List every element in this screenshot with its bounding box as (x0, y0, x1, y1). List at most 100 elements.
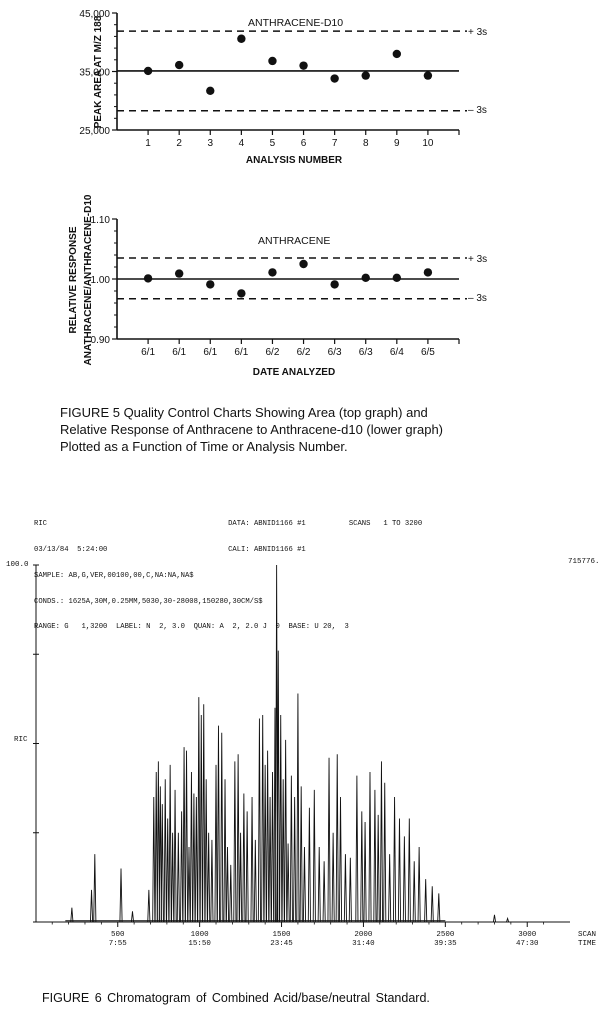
x-tick-label: 8 (363, 138, 369, 149)
chrom-x-tick-label: 1500 (273, 931, 292, 939)
chrom-peak (233, 761, 237, 923)
chrom-x-tick-label: 500 (111, 931, 125, 939)
chrom-peak (214, 764, 218, 923)
x-tick-label: 10 (422, 138, 434, 149)
data-point (423, 71, 433, 80)
chrom-peak (407, 818, 411, 923)
chrom-x-time-label: 31:40 (352, 940, 375, 948)
chrom-peak (182, 747, 186, 923)
x-tick-label: 6/5 (421, 347, 435, 358)
chrom-max-label: 715776. (568, 558, 600, 566)
x-tick-label: 1 (145, 138, 151, 149)
data-point (143, 66, 153, 76)
chrom-x-tick-label: 2500 (436, 931, 455, 939)
chrom-peak (360, 811, 364, 923)
x-tick-label: 6/4 (390, 347, 404, 358)
x-tick-label: 6/1 (172, 347, 186, 358)
chrom-peak (225, 847, 230, 923)
chrom-peak (93, 854, 97, 923)
chrom-peak (348, 857, 352, 923)
chrom-peak (293, 797, 297, 923)
chrom-peak (199, 714, 203, 923)
chrom-peak (158, 786, 162, 923)
y-tick-label: 0.90 (91, 335, 111, 346)
chrom-x-time-label: 7:55 (109, 940, 128, 948)
chart2-title: ANTHRACENE (258, 235, 330, 247)
chrom-peak (397, 818, 402, 923)
x-tick-label: 2 (176, 138, 182, 149)
chrom-peak (363, 822, 367, 923)
chrom-peak (355, 775, 359, 923)
chrom-peak (163, 779, 167, 923)
chrom-peak (279, 714, 283, 923)
data-point (174, 269, 184, 278)
chart1-ylabel: PEAK AREA AT M/Z 188 (93, 15, 104, 128)
chrom-peak (284, 739, 288, 923)
chrom-peak (180, 811, 184, 923)
chrom-peak (270, 772, 275, 923)
chart2-upper-label: + 3s (468, 254, 487, 265)
header-line2: 03/13/84 5:24:00 CALI: ABNID1166 #1 (34, 545, 306, 554)
figure5-caption-line3: Plotted as a Function of Time or Analysi… (60, 439, 348, 454)
chrom-peak (239, 832, 243, 923)
chrom-peak (70, 907, 74, 923)
chrom-peak (312, 789, 316, 923)
chrom-ytop-label: 100.0 (6, 561, 29, 569)
data-point (237, 289, 246, 298)
chrom-peak (187, 847, 191, 923)
chrom-peak (154, 772, 158, 923)
chrom-peak (307, 807, 311, 923)
chrom-peak (197, 697, 201, 923)
chrom-peak (156, 761, 160, 923)
chart1-xlabel: ANALYSIS NUMBER (246, 155, 343, 166)
chrom-peak (261, 714, 265, 923)
data-point (206, 280, 215, 289)
chrom-peak (335, 754, 339, 923)
chrom-peak (194, 797, 198, 923)
chrom-x-tick-label: 3000 (518, 931, 537, 939)
chrom-peak (130, 911, 135, 923)
chrom-peak (160, 804, 164, 923)
figure5-caption-line1: FIGURE 5 Quality Control Charts Showing … (60, 405, 428, 420)
chrom-peak (393, 797, 397, 923)
x-tick-label: 6/1 (203, 347, 217, 358)
x-tick-label: 6/1 (234, 347, 248, 358)
peak-area-chart: ANTHRACENE-D10 PEAK AREA AT M/Z 188 ANAL… (79, 9, 487, 166)
data-point (174, 60, 184, 70)
x-tick-label: 5 (270, 138, 276, 149)
data-point (330, 74, 339, 83)
chrom-peak (302, 847, 307, 923)
chromatogram-header: RIC DATA: ABNID1166 #1 SCANS 1 TO 3200 0… (34, 503, 422, 641)
chrom-peak (220, 732, 224, 923)
chrom-peak (379, 761, 384, 923)
chrom-peak (430, 886, 434, 923)
chrom-xaxis-label1: SCAN (578, 931, 596, 939)
chrom-peak (210, 839, 214, 923)
chrom-peak (289, 775, 293, 923)
chrom-peak (299, 786, 303, 923)
chrom-peak (152, 797, 156, 923)
chrom-peak (506, 916, 510, 923)
chrom-peak (322, 861, 326, 923)
chrom-peak (417, 847, 421, 923)
chrom-peak (368, 772, 372, 923)
data-point (330, 280, 339, 289)
chart2-ylabel-line1: RELATIVE RESPONSE (68, 226, 79, 333)
chrom-peak (317, 847, 321, 923)
chrom-peak (424, 879, 428, 923)
chrom-peak (281, 779, 285, 923)
data-point (392, 49, 402, 59)
chrom-peak (437, 893, 441, 923)
figure5-caption-line2: Relative Response of Anthracene to Anthr… (60, 422, 444, 437)
relative-response-chart: ANTHRACENE RELATIVE RESPONSE ANATHRACENE… (68, 194, 487, 378)
figure6-caption: FIGURE 6 Chromatogram of Combined Acid/b… (42, 991, 430, 1005)
y-tick-label: 45,000 (79, 9, 110, 20)
chrom-peak (229, 864, 233, 923)
chrom-peak (204, 779, 208, 923)
chrom-peak (388, 854, 392, 923)
data-point (361, 273, 370, 282)
chrom-peak (176, 832, 180, 923)
chrom-peak (257, 718, 261, 923)
chrom-peak (216, 725, 221, 923)
header-line5: RANGE: G 1,3200 LABEL: N 2, 3.0 QUAN: A … (34, 623, 349, 632)
